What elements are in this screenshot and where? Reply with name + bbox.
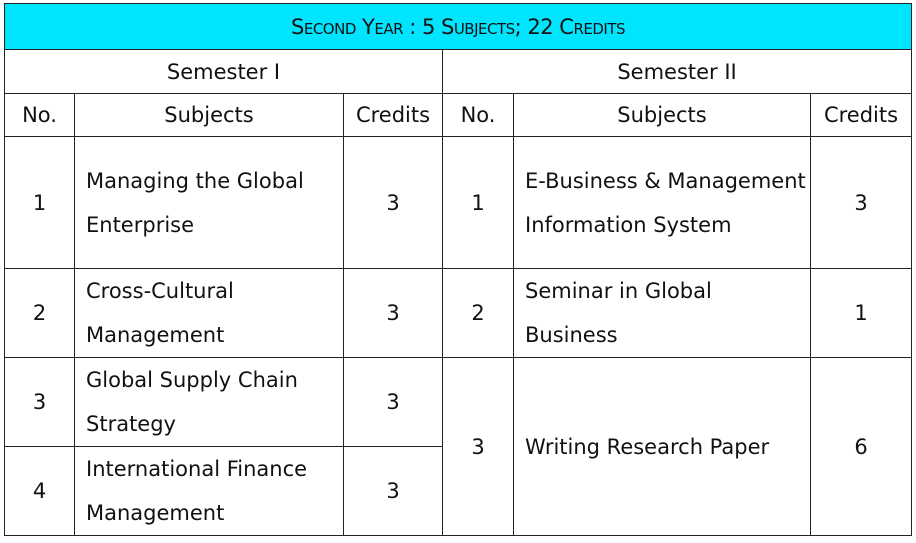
semester-2-header: Semester II <box>441 49 913 94</box>
curriculum-table: Second Year : 5 Subjects; 22 Credits Sem… <box>3 3 913 536</box>
sem1-row-subject: Cross-Cultural Management <box>74 268 344 358</box>
sem1-row-credits: 3 <box>343 136 443 269</box>
sem1-row-subject: International Finance Management <box>74 446 344 536</box>
sem2-row-subject: Seminar in Global Business <box>513 268 811 358</box>
sem2-row-no: 1 <box>442 136 514 269</box>
table-row: 3 Global Supply Chain Strategy 3 3 Writi… <box>4 357 913 536</box>
sem2-no-header: No. <box>442 93 514 137</box>
sem2-row-credits: 6 <box>809 357 913 536</box>
sem2-row-credits: 1 <box>809 268 913 358</box>
sem2-subjects-header: Subjects <box>513 93 811 137</box>
sem1-row-no: 2 <box>4 268 75 358</box>
sem2-row-subject: E-Business & Management Information Syst… <box>513 136 811 269</box>
table-row: 2 Cross-Cultural Management 3 2 Seminar … <box>4 268 913 358</box>
sem2-credits-header: Credits <box>809 93 913 137</box>
sem1-no-header: No. <box>4 93 75 137</box>
sem2-row-credits: 3 <box>809 136 913 269</box>
sem2-row-no: 3 <box>442 357 514 536</box>
table-title: Second Year : 5 Subjects; 22 Credits <box>3 3 913 50</box>
sem1-row-no: 4 <box>4 446 75 536</box>
sem1-row-credits: 3 <box>343 446 443 536</box>
sem1-row-credits: 3 <box>343 357 443 447</box>
sem2-row-subject: Writing Research Paper <box>513 357 811 536</box>
sem1-subjects-header: Subjects <box>74 93 344 137</box>
semester-1-header: Semester I <box>4 49 443 94</box>
sem1-row-subject: Managing the Global Enterprise <box>74 136 344 269</box>
sem1-row-credits: 3 <box>343 268 443 358</box>
table-row: 1 Managing the Global Enterprise 3 1 E-B… <box>4 136 913 269</box>
sem1-row-no: 1 <box>4 136 75 269</box>
sem1-row-subject: Global Supply Chain Strategy <box>74 357 344 447</box>
sem1-row-no: 3 <box>4 357 75 447</box>
table-row: 4 International Finance Management 3 <box>4 446 912 536</box>
sem1-credits-header: Credits <box>343 93 443 137</box>
sem2-row-no: 2 <box>442 268 514 358</box>
